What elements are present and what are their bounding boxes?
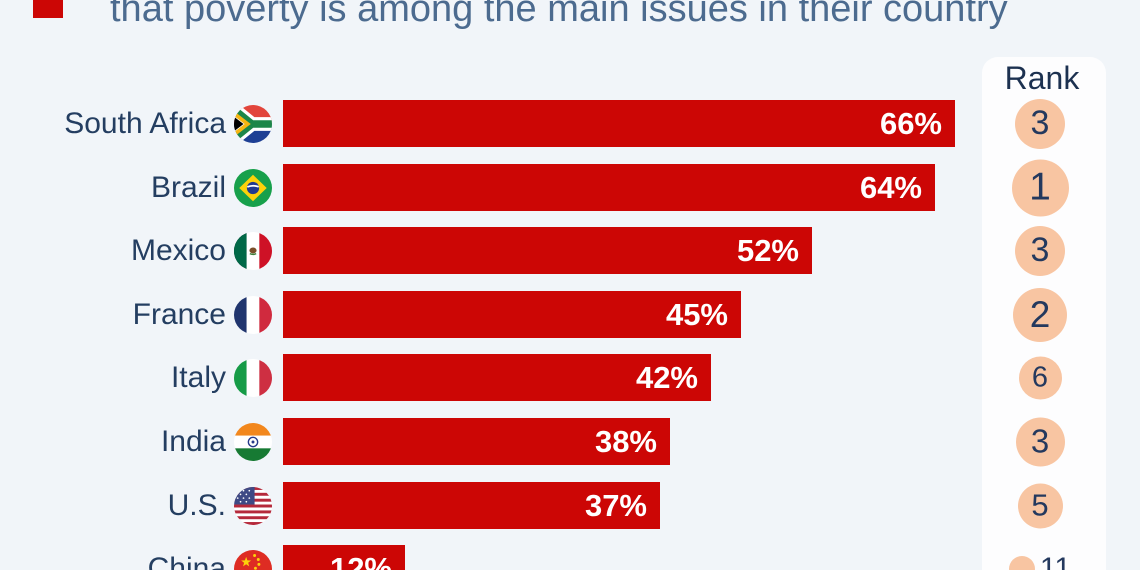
bar: 66% [283, 100, 955, 147]
row-label-group: China [0, 545, 283, 570]
row-label-group: South Africa [0, 100, 283, 147]
rank-column-header: Rank [1004, 60, 1080, 96]
bar-value-label: 42% [635, 359, 698, 395]
bar: 42% [283, 354, 711, 401]
rank-value: 3 [1030, 422, 1050, 460]
bar-row-india: India 38% 3 [0, 417, 1140, 466]
rank-value: 5 [1031, 487, 1049, 523]
bar: 38% [283, 418, 670, 465]
rank-circle: 3 [1015, 417, 1065, 466]
rank-circle: 1 [1011, 159, 1069, 216]
rank-value: 3 [1030, 104, 1050, 142]
rank-badge: 3 [980, 417, 1100, 466]
bar: 12% [283, 545, 405, 570]
country-label: India [160, 424, 226, 458]
rank-value: 1 [1029, 165, 1051, 209]
bar-value-label: 45% [665, 296, 728, 332]
flag-italy-icon [234, 358, 272, 397]
country-label: U.S. [167, 488, 226, 522]
rank-badge: 5 [980, 483, 1100, 528]
row-label-group: France [0, 291, 283, 338]
bar-row-us: U.S. 37% 5 [0, 482, 1140, 529]
bar-row-brazil: Brazil 64% 1 [0, 159, 1140, 216]
row-label-group: U.S. [0, 482, 283, 529]
country-label: Brazil [150, 170, 226, 204]
bar: 37% [283, 482, 660, 529]
rank-circle [1008, 555, 1035, 570]
country-label: Italy [170, 360, 226, 394]
rank-value: 2 [1029, 293, 1051, 335]
bar-value-label: 38% [594, 423, 657, 459]
row-label-group: Brazil [0, 164, 283, 211]
rank-badge: 2 [980, 287, 1100, 342]
bar-row-south-africa: South Africa 66% 3 [0, 98, 1140, 149]
rank-circle: 2 [1013, 287, 1067, 342]
bar-value-label: 12% [329, 550, 392, 570]
bar-value-label: 37% [584, 487, 647, 523]
bar: 64% [283, 164, 935, 211]
row-label-group: Mexico [0, 227, 283, 274]
flag-brazil-icon [234, 168, 272, 207]
rank-value: 3 [1030, 231, 1050, 269]
flag-china-icon [234, 549, 272, 570]
rank-badge: 3 [980, 98, 1100, 149]
country-label: France [132, 297, 226, 331]
rank-badge: 1 [980, 159, 1100, 216]
country-label: South Africa [64, 106, 226, 140]
bar: 52% [283, 227, 812, 274]
rank-value: 11 [1039, 551, 1072, 570]
flag-france-icon [234, 295, 272, 334]
flag-india-icon [234, 422, 272, 461]
bar-value-label: 52% [736, 232, 799, 268]
rank-badge: 11 [980, 552, 1100, 570]
bar-row-mexico: Mexico 52% 3 [0, 225, 1140, 276]
bar-row-italy: Italy 42% 6 [0, 354, 1140, 401]
rank-circle: 3 [1015, 98, 1065, 149]
bar-value-label: 66% [879, 105, 942, 141]
flag-south-africa-icon [234, 104, 272, 143]
bar-row-france: France 45% 2 [0, 287, 1140, 342]
row-label-group: Italy [0, 354, 283, 401]
rank-circle: 3 [1015, 225, 1065, 276]
country-label: Mexico [130, 233, 226, 267]
country-label: China [147, 551, 226, 570]
flag-mexico-icon [234, 231, 272, 270]
rank-circle: 5 [1017, 483, 1063, 528]
chart-title: that poverty is among the main issues in… [110, 0, 1008, 30]
rank-value: 6 [1031, 361, 1049, 393]
legend-marker [33, 0, 63, 18]
bar-value-label: 64% [859, 169, 922, 205]
row-label-group: India [0, 418, 283, 465]
bar-row-china: China 12% 11 [0, 545, 1140, 570]
flag-united-states-icon [234, 486, 272, 525]
rank-badge: 6 [980, 356, 1100, 399]
rank-circle: 6 [1018, 356, 1062, 399]
rank-badge: 3 [980, 225, 1100, 276]
bar: 45% [283, 291, 741, 338]
